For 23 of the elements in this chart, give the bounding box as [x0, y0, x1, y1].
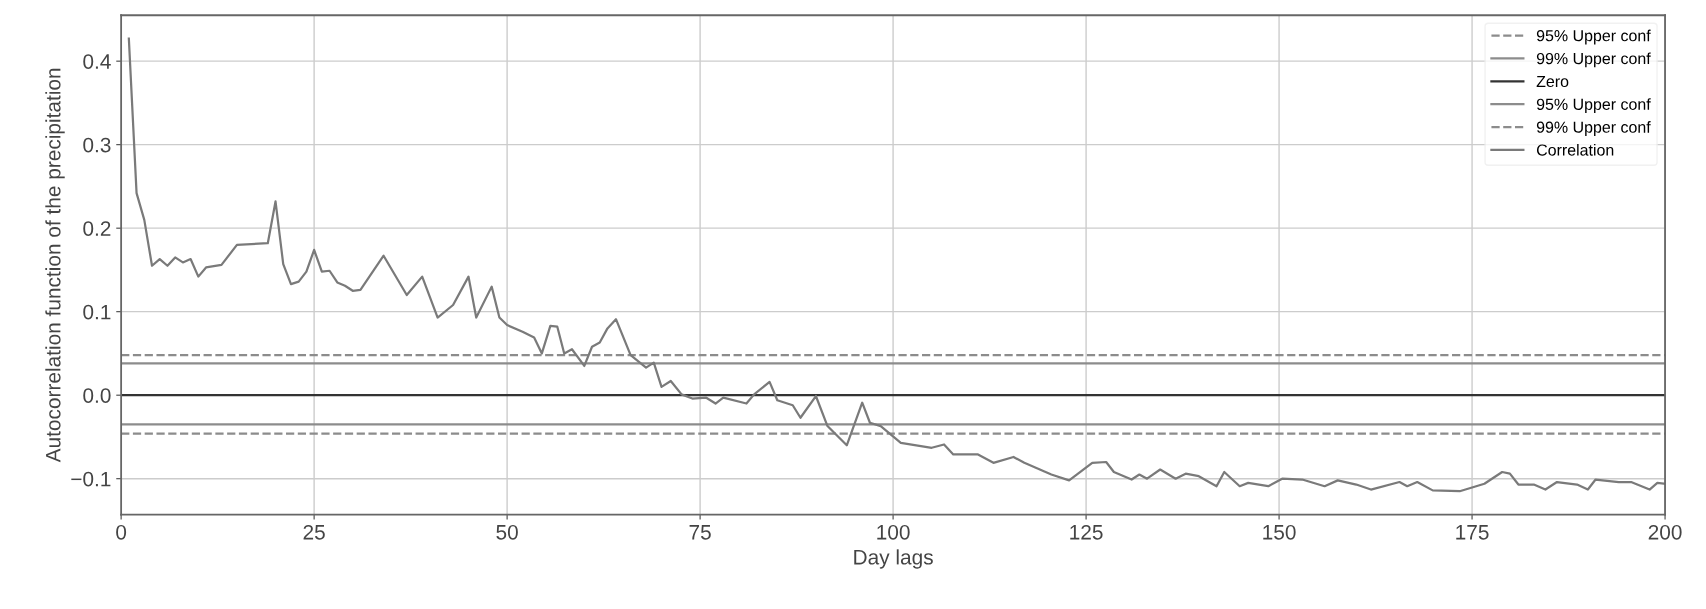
x-tick-label: 100	[877, 524, 910, 540]
x-axis-title: Day lags	[854, 549, 933, 569]
x-tick-label: 75	[689, 525, 711, 540]
legend-label: Correlation	[1536, 143, 1614, 156]
y-tick-label: 0.3	[83, 137, 111, 153]
x-tick-label: 175	[1456, 525, 1489, 540]
y-tick-label: 0.1	[83, 304, 111, 320]
y-tick-label: −0.1	[71, 471, 111, 487]
legend-label: 95% Upper conf	[1536, 98, 1651, 114]
legend-label: 99% Upper conf	[1536, 52, 1651, 68]
legend-label: Zero	[1536, 75, 1569, 88]
legend-label: 95% Upper conf	[1536, 29, 1651, 45]
y-tick-label: 0.0	[83, 388, 111, 403]
legend-label: 99% Upper conf	[1536, 121, 1651, 136]
y-tick-label: 0.2	[83, 221, 111, 236]
x-tick-label: 50	[496, 524, 518, 540]
x-tick-label: 125	[1070, 524, 1103, 540]
x-tick-label: 200	[1648, 524, 1682, 540]
x-tick-label: 150	[1263, 524, 1296, 540]
y-tick-label: 0.4	[83, 54, 111, 69]
x-tick-label: 0	[116, 524, 127, 540]
y-axis-title: Autocorrelation function of the precipitation	[45, 68, 65, 463]
x-tick-label: 25	[303, 524, 325, 540]
